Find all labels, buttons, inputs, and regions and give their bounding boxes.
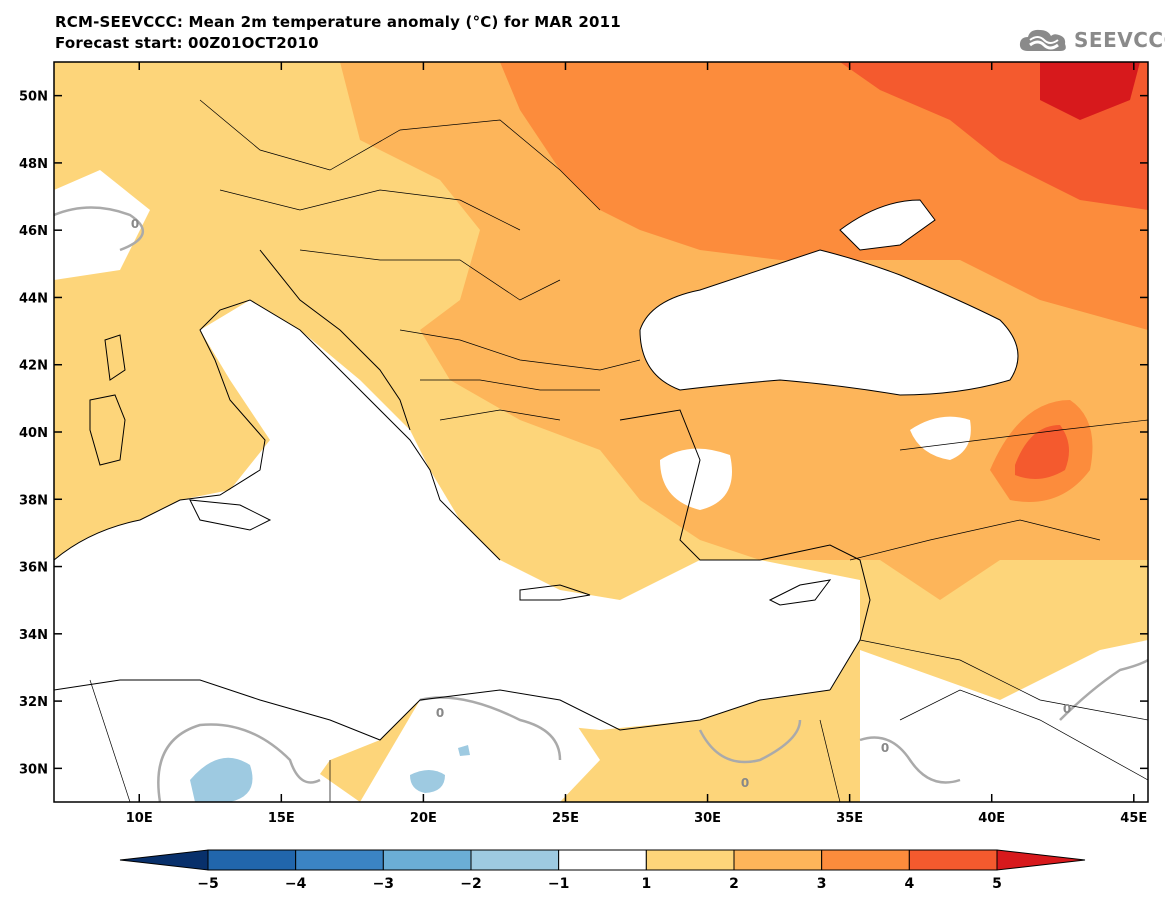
lat-tick-label: 44N — [19, 291, 48, 306]
anomaly-band-gt5 — [1040, 62, 1140, 120]
longitude-axis: 10E 15E 20E 25E 30E 35E 40E 45E — [126, 62, 1147, 826]
azov-sea — [840, 200, 935, 250]
contour-label: 0 — [741, 776, 749, 790]
colorbar-bin — [996, 849, 1086, 871]
colorbar-bin — [821, 849, 910, 871]
near-zero-africa-west — [54, 680, 360, 802]
negative-anomaly-spot — [458, 745, 470, 756]
colorbar-bin — [207, 849, 297, 871]
colorbar-label: 3 — [817, 876, 827, 892]
anomaly-hotspot-core — [1015, 425, 1069, 479]
colorbar-bin — [558, 849, 647, 871]
lat-tick-label: 46N — [19, 224, 48, 239]
zero-contour — [698, 719, 802, 764]
colorbar-label: −3 — [373, 876, 394, 892]
country-borders — [89, 99, 1148, 802]
lat-tick-label: 36N — [19, 561, 48, 576]
zero-contour — [54, 206, 145, 252]
colorbar-bin — [470, 849, 560, 871]
near-zero-patch — [660, 448, 732, 510]
colorbar-bin — [295, 849, 384, 871]
colorbar-bin — [382, 849, 472, 871]
map-title: RCM-SEEVCCC: Mean 2m temperature anomaly… — [55, 13, 621, 31]
coastlines — [54, 199, 1019, 741]
lat-tick-label: 30N — [19, 762, 48, 777]
colorbar-bin — [733, 849, 823, 871]
lon-tick-label: 10E — [126, 811, 153, 826]
colorbar-label: 2 — [729, 876, 739, 892]
colorbar: −5 −4 −3 −2 −1 1 2 3 4 5 — [119, 849, 1086, 892]
near-zero-arabia — [860, 640, 1148, 802]
zero-contour — [157, 723, 321, 802]
near-zero-sea-region — [54, 300, 860, 802]
lon-tick-label: 25E — [552, 811, 579, 826]
lat-tick-label: 34N — [19, 628, 48, 643]
anomaly-field — [54, 62, 1148, 802]
latitude-axis: 50N 48N 46N 44N 42N 40N 38N 36N 34N 32N 30N — [19, 90, 1148, 777]
lon-tick-label: 35E — [836, 811, 863, 826]
forecast-start-label: Forecast start: 00Z01OCT2010 — [55, 34, 319, 52]
lat-tick-label: 38N — [19, 493, 48, 508]
logo-text: SEEVCCC — [1074, 28, 1165, 52]
contour-label: 0 — [1063, 702, 1071, 716]
colorbar-label: −4 — [285, 876, 307, 892]
zero-contour — [859, 736, 961, 784]
lon-tick-label: 20E — [410, 811, 437, 826]
negative-anomaly-spot — [410, 770, 445, 793]
near-zero-patch — [910, 416, 971, 460]
colorbar-label: 5 — [992, 876, 1002, 892]
near-zero-alps — [54, 170, 150, 280]
seevccc-logo: SEEVCCC — [1018, 26, 1165, 54]
lat-tick-label: 50N — [19, 90, 48, 105]
colorbar-bin — [119, 849, 209, 871]
colorbar-bin — [908, 849, 998, 871]
lon-tick-label: 40E — [978, 811, 1005, 826]
zero-contour — [1059, 658, 1148, 721]
negative-anomaly-spot — [190, 757, 253, 802]
colorbar-label: −5 — [197, 876, 218, 892]
lon-tick-label: 45E — [1120, 811, 1147, 826]
lat-tick-label: 48N — [19, 157, 48, 172]
contour-label: 0 — [881, 741, 889, 755]
colorbar-label: −1 — [548, 876, 569, 892]
lat-tick-label: 42N — [19, 359, 48, 374]
contour-label: 0 — [436, 706, 444, 720]
cloud-icon — [1019, 29, 1066, 51]
contour-label: 0 — [131, 217, 139, 231]
colorbar-label: 1 — [641, 876, 651, 892]
black-sea — [640, 250, 1018, 395]
colorbar-label: 4 — [904, 876, 914, 892]
colorbar-bin — [645, 849, 735, 871]
colorbar-label: −2 — [460, 876, 481, 892]
lat-tick-label: 40N — [19, 426, 48, 441]
contour-labels: 0 0 0 0 0 — [131, 217, 1071, 790]
lon-tick-label: 15E — [268, 811, 295, 826]
lat-tick-label: 32N — [19, 695, 48, 710]
lon-tick-label: 30E — [694, 811, 721, 826]
